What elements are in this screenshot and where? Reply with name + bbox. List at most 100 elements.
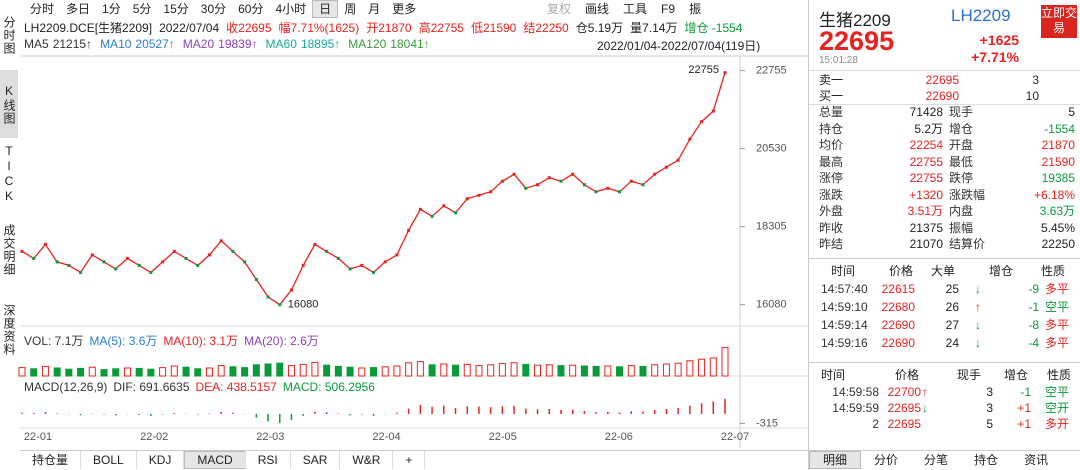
book-qty: 10 [1025,89,1039,103]
book-price: 22690 [925,89,959,103]
tick-type: 多平 [1045,282,1070,296]
col-header: 性质 [1041,264,1066,278]
tick-arrow: ↓ [975,336,981,350]
close-point [618,190,622,194]
close-point [102,260,106,264]
side-tab[interactable]: 深度资料 [2,304,16,356]
tick-type: 多平 [1045,318,1070,332]
volume-bar [604,365,612,377]
close-point [360,263,364,267]
close-point [196,263,200,267]
close-point [454,211,458,215]
tool-tab[interactable]: 30分 [200,2,227,16]
close-point [20,249,24,253]
panel-tab[interactable]: 分价 [874,453,899,467]
close-point [653,172,657,176]
indicator-tab[interactable]: SAR [291,451,341,469]
stat-label: 振幅 [949,220,974,235]
tick-qty: 3 [986,385,993,399]
tool-tab[interactable]: 日 [312,0,339,18]
close-point [383,260,387,264]
volume-bar [651,364,659,377]
close-point [500,179,504,183]
panel-tab[interactable]: 持仓 [974,453,999,467]
close-point [125,256,129,260]
side-tab[interactable]: 分时图 [2,15,16,55]
tool-tab[interactable]: 多日 [66,2,91,16]
close-point [254,277,258,281]
tool-tab[interactable]: 15分 [163,2,189,16]
tool-tab[interactable]: 分时 [30,2,55,16]
close-point [664,165,668,169]
low-label: 16080 [288,299,319,311]
indicator-tab[interactable]: 持仓量 [20,451,82,469]
stat-value: 21070 [909,237,943,251]
volume-bar [346,366,354,377]
trade-button[interactable]: 立即交易 [1041,5,1077,38]
col-header: 现手 [957,368,982,382]
volume-bar [334,365,342,377]
ma-label: MA60 [265,37,297,51]
close-line [21,72,726,306]
close-point [348,267,352,271]
close-point [442,204,446,208]
tick-time: 14:57:40 [821,282,868,296]
volume-bar [241,367,249,377]
tick-qty: 24 [945,336,959,350]
tool-tab[interactable]: 月 [368,2,381,16]
panel-tab[interactable]: 分笔 [924,453,949,467]
col-header: 时间 [831,264,856,278]
volume-bar [194,368,202,377]
close-point [149,270,153,274]
tool-tab[interactable]: 5分 [132,2,152,16]
volume-bar [147,368,155,377]
pct: +7.71% [971,49,1019,65]
close-point [43,242,47,246]
tool-tab[interactable]: 更多 [392,2,417,16]
close-point [278,303,282,307]
tick-time: 14:59:59 [832,401,879,415]
tool-btn[interactable]: 振 [689,2,702,16]
stat-value: 22755 [909,171,943,185]
tool-tab[interactable]: 1分 [102,2,121,16]
side-tab[interactable]: TICK [2,144,16,204]
info-text: DIF: 691.6635 [113,380,190,394]
indicator-tab[interactable]: MACD [184,451,246,469]
side-tab[interactable]: K线图 [0,70,18,138]
tick-price: 22690 [881,336,915,350]
side-tab[interactable]: 成交明细 [2,224,16,276]
panel-tab[interactable]: 资讯 [1024,453,1049,467]
quote-line: LH2209.DCE[生猪2209] 2022/07/04 收22695 幅7.71%… [24,19,749,36]
close-point [372,270,375,274]
tool-btn[interactable]: 复权 [547,2,572,16]
close-point [313,242,317,246]
panel-tab[interactable]: 明细 [809,451,862,469]
indicator-tab[interactable]: RSI [246,451,291,469]
tool-btn[interactable]: 工具 [623,2,648,16]
info-text: 开21870 [366,21,412,35]
tool-tab[interactable]: 周 [344,2,357,16]
tick-oi: -4 [1028,336,1039,350]
time: 15:01:28 [819,55,858,66]
tick-time: 14:59:14 [821,318,868,332]
indicator-tab[interactable]: KDJ [137,451,185,469]
chart-area: 分时 多日 1分 5分 15分 30分 60分 4小时日周月更多 复权 画线 工具 F9 振 分时图 K… [0,0,808,469]
volume-bar [311,361,319,377]
col-header: 价格 [889,264,914,278]
tool-btn[interactable]: 画线 [585,2,610,16]
close-point [629,179,633,183]
indicator-tab[interactable]: W&R [340,451,394,469]
tool-btn[interactable]: F9 [661,2,676,16]
indicator-tab[interactable]: + [393,451,426,469]
close-point [547,176,551,180]
indicator-tab[interactable]: BOLL [81,451,137,469]
close-point [688,137,692,141]
col-header: 性质 [1047,368,1072,382]
tool-tab[interactable]: 60分 [238,2,264,16]
info-text: MA(5): 3.6万 [89,334,158,348]
volume-bar [616,366,624,377]
volume-bar [65,368,73,377]
tool-tab[interactable]: 4小时 [275,2,307,16]
close-point [582,183,586,187]
